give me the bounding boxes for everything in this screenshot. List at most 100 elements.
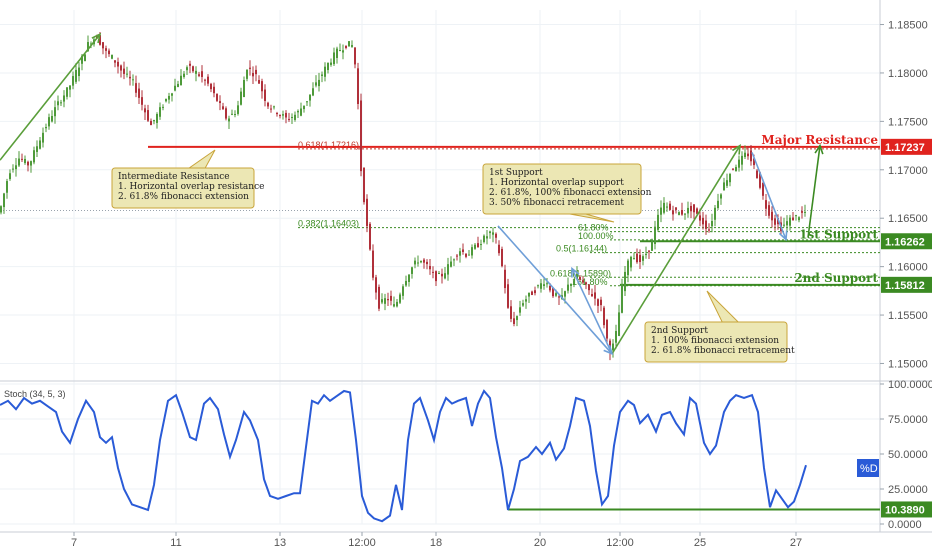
candle-body — [507, 284, 509, 308]
candle-body — [129, 76, 131, 79]
candle-body — [414, 260, 416, 265]
candle-body — [612, 343, 614, 351]
candle-body — [654, 226, 656, 244]
candle-body — [258, 80, 260, 84]
candle-body — [468, 254, 470, 256]
time-axis: 7 11 13 12:00 18 20 12:00 25 27 — [71, 532, 802, 549]
candle-body — [180, 75, 182, 86]
arrow-head — [778, 230, 788, 242]
candle-body — [720, 194, 722, 199]
candle-body — [444, 273, 446, 279]
candle-body — [162, 106, 164, 108]
candle-body — [558, 296, 560, 298]
candle-body — [702, 217, 704, 225]
time-tick-label: 18 — [430, 537, 442, 549]
candle-body — [498, 244, 500, 254]
level-price-label: 1.15812 — [885, 280, 925, 292]
arrow-head — [814, 143, 824, 155]
candle-body — [564, 291, 566, 297]
level-price-tag — [881, 138, 932, 155]
candle-body — [726, 180, 728, 186]
candle-body — [627, 260, 629, 276]
drawn-arrows — [0, 32, 824, 356]
candle-body — [729, 174, 731, 183]
candle-body — [774, 218, 776, 225]
candle-body — [285, 112, 287, 118]
candle-body — [177, 83, 179, 87]
candle-body — [63, 95, 65, 102]
fibonacci-lines: 0.618(1.17216) 0.382(1.16403) 61.80%100.00… — [298, 140, 880, 287]
candle-body — [762, 182, 764, 196]
candle-body — [366, 198, 368, 227]
candle-body — [516, 316, 518, 321]
candle-body — [240, 91, 242, 105]
candle-body — [543, 284, 545, 286]
candle-body — [297, 110, 299, 113]
arrow-line — [571, 268, 613, 355]
candle-body — [117, 61, 119, 67]
time-tick-label: 13 — [274, 537, 286, 549]
candle-body — [312, 88, 314, 96]
candle-body — [261, 81, 263, 92]
candle-body — [246, 69, 248, 79]
candle-body — [549, 285, 551, 291]
candle-body — [657, 214, 659, 230]
candle-body — [60, 102, 62, 104]
candle-body — [300, 108, 302, 116]
candle-body — [438, 273, 440, 275]
candle-body — [333, 52, 335, 65]
candle-body — [786, 221, 788, 226]
candle-body — [576, 273, 578, 280]
arrow-head — [731, 144, 741, 155]
candle-body — [189, 63, 191, 66]
candle-body — [804, 211, 806, 213]
candle-body — [615, 330, 617, 343]
candle-body — [435, 271, 437, 282]
level-name: 2nd Support — [794, 271, 878, 285]
candle-body — [378, 286, 380, 309]
candle-body — [255, 69, 257, 75]
candle-body — [114, 60, 116, 63]
candle-body — [132, 79, 134, 81]
candle-body — [687, 207, 689, 214]
candle-body — [135, 83, 137, 93]
candle-body — [552, 287, 554, 297]
candle-body — [6, 181, 8, 193]
time-tick-label: 12:00 — [606, 537, 634, 549]
candle-body — [195, 70, 197, 74]
candle-body — [345, 45, 347, 49]
candle-body — [480, 244, 482, 246]
candle-body — [228, 118, 230, 122]
candle-body — [510, 306, 512, 319]
series-label-box — [857, 459, 879, 477]
candle-body — [765, 200, 767, 209]
candle-body — [24, 158, 26, 164]
arrow-line — [497, 225, 613, 355]
candle-body — [18, 158, 20, 166]
candle-body — [531, 291, 533, 295]
candle-body — [390, 295, 392, 301]
candle-body — [495, 233, 497, 238]
chart-grid — [0, 0, 932, 533]
candle-body — [9, 173, 11, 180]
candle-body — [594, 292, 596, 299]
oscillator-value-label: 10.3890 — [885, 504, 925, 516]
candle-body — [450, 261, 452, 267]
candle-body — [123, 68, 125, 74]
candle-body — [546, 283, 548, 285]
candle-body — [660, 207, 662, 215]
candle-body — [684, 213, 686, 215]
candle-body — [252, 72, 254, 77]
candle-body — [528, 292, 530, 297]
candle-body — [198, 74, 200, 76]
candle-body — [792, 217, 794, 221]
candle-body — [90, 43, 92, 45]
candle-body — [447, 264, 449, 275]
price-tick-label: 1.17000 — [888, 165, 928, 177]
candle-body — [318, 79, 320, 87]
time-tick-label: 20 — [534, 537, 546, 549]
candle-body — [57, 101, 59, 106]
candle-body — [303, 105, 305, 110]
candle-body — [306, 101, 308, 103]
candle-body — [231, 113, 233, 115]
